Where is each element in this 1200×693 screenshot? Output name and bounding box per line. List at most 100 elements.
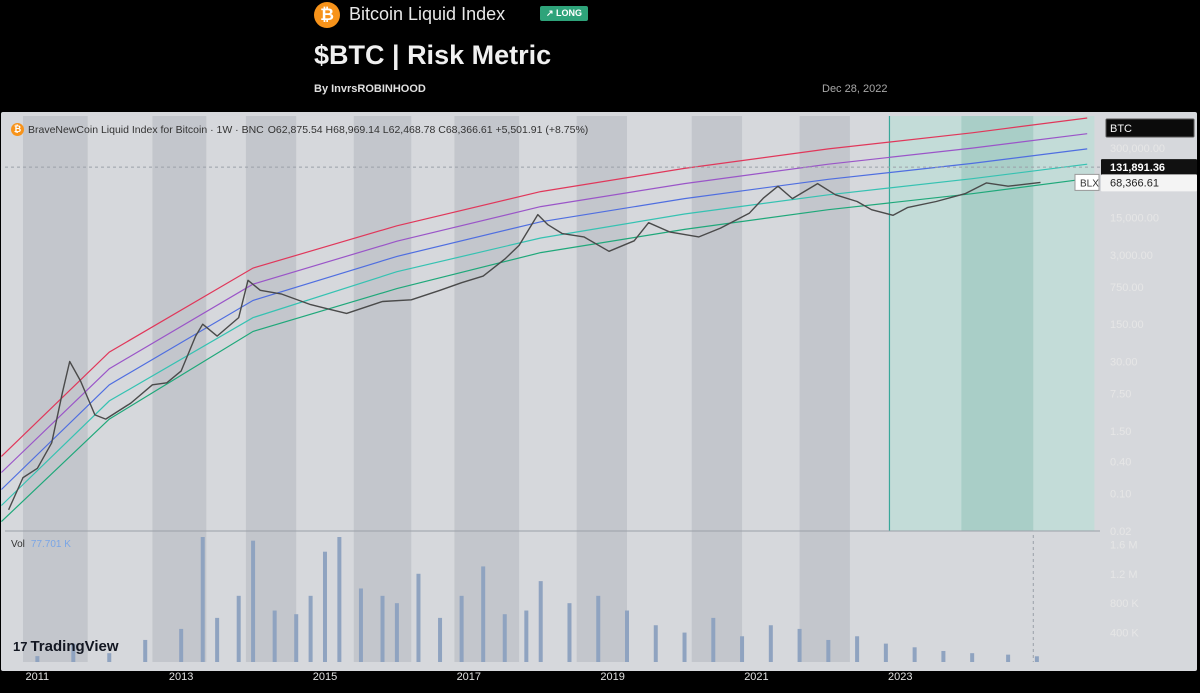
volume-bar [215, 617, 220, 662]
volume-bar [1006, 654, 1011, 662]
volume-tick-label: 800 K [1110, 598, 1139, 610]
tradingview-wordmark: TradingView [30, 638, 119, 655]
volume-bar [459, 595, 464, 662]
volume-bar [855, 636, 860, 662]
volume-bar [308, 595, 313, 662]
y-tick-label: 0.40 [1110, 457, 1131, 469]
volume-tick-label: 400 K [1110, 628, 1139, 640]
risk-band-line [0, 117, 1088, 457]
x-tick-label: 2021 [744, 671, 768, 683]
risk-band-line [0, 133, 1088, 473]
tradingview-mark-icon: 17 [13, 639, 28, 654]
volume-bar [236, 595, 241, 662]
volume-bar [625, 610, 630, 662]
volume-bar [567, 603, 572, 662]
volume-bar [797, 628, 802, 662]
volume-bar [71, 643, 76, 662]
bitcoin-logo-icon: ₿ [314, 2, 340, 28]
volume-bar [826, 639, 831, 662]
volume-tick-label: 1.2 M [1110, 569, 1138, 581]
volume-bar [200, 537, 205, 662]
volume-bar [358, 588, 363, 662]
price-line [7, 181, 1041, 511]
time-band [22, 116, 88, 662]
volume-bar [740, 636, 745, 662]
time-band [576, 116, 628, 662]
volume-bar [941, 650, 946, 662]
volume-bar [883, 643, 888, 662]
volume-bar [35, 656, 40, 662]
symbol-title[interactable]: Bitcoin Liquid Index [349, 4, 506, 24]
long-badge: ↗ LONG [540, 6, 589, 21]
volume-bar [179, 628, 184, 662]
volume-bar [682, 632, 687, 662]
x-tick-label: 2013 [169, 671, 193, 683]
time-band [353, 116, 412, 662]
volume-bar [711, 617, 716, 662]
y-tick-label: 3,000.00 [1110, 250, 1153, 262]
time-band [454, 116, 520, 662]
bitcoin-coin-icon: ₿ [11, 123, 24, 136]
chart-legend: ₿ BraveNewCoin Liquid Index for Bitcoin … [11, 123, 588, 136]
risk-band-line [0, 178, 1088, 523]
volume-bar [438, 617, 443, 662]
volume-tick-label: 1.6 M [1110, 539, 1138, 551]
volume-bar [1034, 656, 1039, 662]
risk-band-line [0, 163, 1088, 506]
time-band [152, 116, 207, 662]
volume-bar [394, 603, 399, 662]
x-tick-label: 2017 [457, 671, 481, 683]
y-tick-label: 1.50 [1110, 426, 1131, 438]
y-tick-label: 7.50 [1110, 389, 1131, 401]
volume-bar [970, 653, 975, 662]
volume-bar [272, 610, 277, 662]
x-tick-label: 2015 [313, 671, 337, 683]
y-tick-label: 300,000.00 [1110, 143, 1165, 155]
volume-label: Vol [11, 539, 25, 550]
volume-bar [653, 625, 658, 662]
blx-tag-box [1074, 173, 1100, 191]
axis-title: BTC [1110, 123, 1132, 135]
legend-ohlc: O62,875.54 H68,969.14 L62,468.78 C68,366… [267, 123, 589, 136]
axis-title-box [1105, 118, 1195, 138]
volume-bar [380, 595, 385, 662]
x-tick-label: 2019 [600, 671, 624, 683]
volume-bar [337, 537, 342, 662]
post-header: ₿ Bitcoin Liquid Index ↗ LONG $BTC | Ris… [0, 0, 1200, 110]
risk-band-line [0, 148, 1088, 490]
volume-bar [596, 595, 601, 662]
volume-bar [768, 625, 773, 662]
volume-value: 77.701 K [30, 539, 71, 550]
volume-bar [481, 566, 486, 662]
y-tick-label: 30.00 [1110, 357, 1138, 369]
volume-bar [107, 653, 112, 662]
tradingview-logo[interactable]: 17 TradingView [13, 638, 119, 655]
y-tick-label: 0.02 [1110, 526, 1131, 538]
blx-tag-label: BLX [1080, 178, 1099, 189]
volume-legend: Vol 77.701 K [11, 539, 71, 550]
chart-svg[interactable]: 2011 2013 2015 2017 2019 2021 2023 300,000.00 75… [0, 110, 1200, 693]
volume-bar [322, 551, 327, 662]
blx-price-label: 68,366.61 [1110, 177, 1159, 189]
page-title: $BTC | Risk Metric [314, 40, 552, 70]
author-link[interactable]: By InvrsROBINHOOD [314, 83, 426, 95]
time-band [799, 116, 850, 662]
price-marker-label: 131,891.36 [1110, 162, 1165, 174]
volume-bar [416, 573, 421, 662]
y-tick-label: 750.00 [1110, 282, 1144, 294]
volume-bar [143, 639, 148, 662]
volume-bar [912, 647, 917, 662]
publish-date: Dec 28, 2022 [822, 83, 888, 95]
volume-bar [294, 614, 299, 662]
chart-area[interactable]: 2011 2013 2015 2017 2019 2021 2023 300,000.00 75… [0, 110, 1200, 693]
y-tick-label: 150.00 [1110, 319, 1144, 331]
y-tick-label: 15,000.00 [1110, 213, 1159, 225]
volume-bar [538, 581, 543, 662]
price-marker-box [1101, 159, 1197, 177]
x-tick-label: 2011 [26, 671, 50, 683]
time-band [691, 116, 743, 662]
volume-bar [502, 614, 507, 662]
legend-symbol[interactable]: BraveNewCoin Liquid Index for Bitcoin · … [28, 123, 264, 136]
volume-bar [524, 610, 529, 662]
y-tick-label: 0.10 [1110, 489, 1131, 501]
